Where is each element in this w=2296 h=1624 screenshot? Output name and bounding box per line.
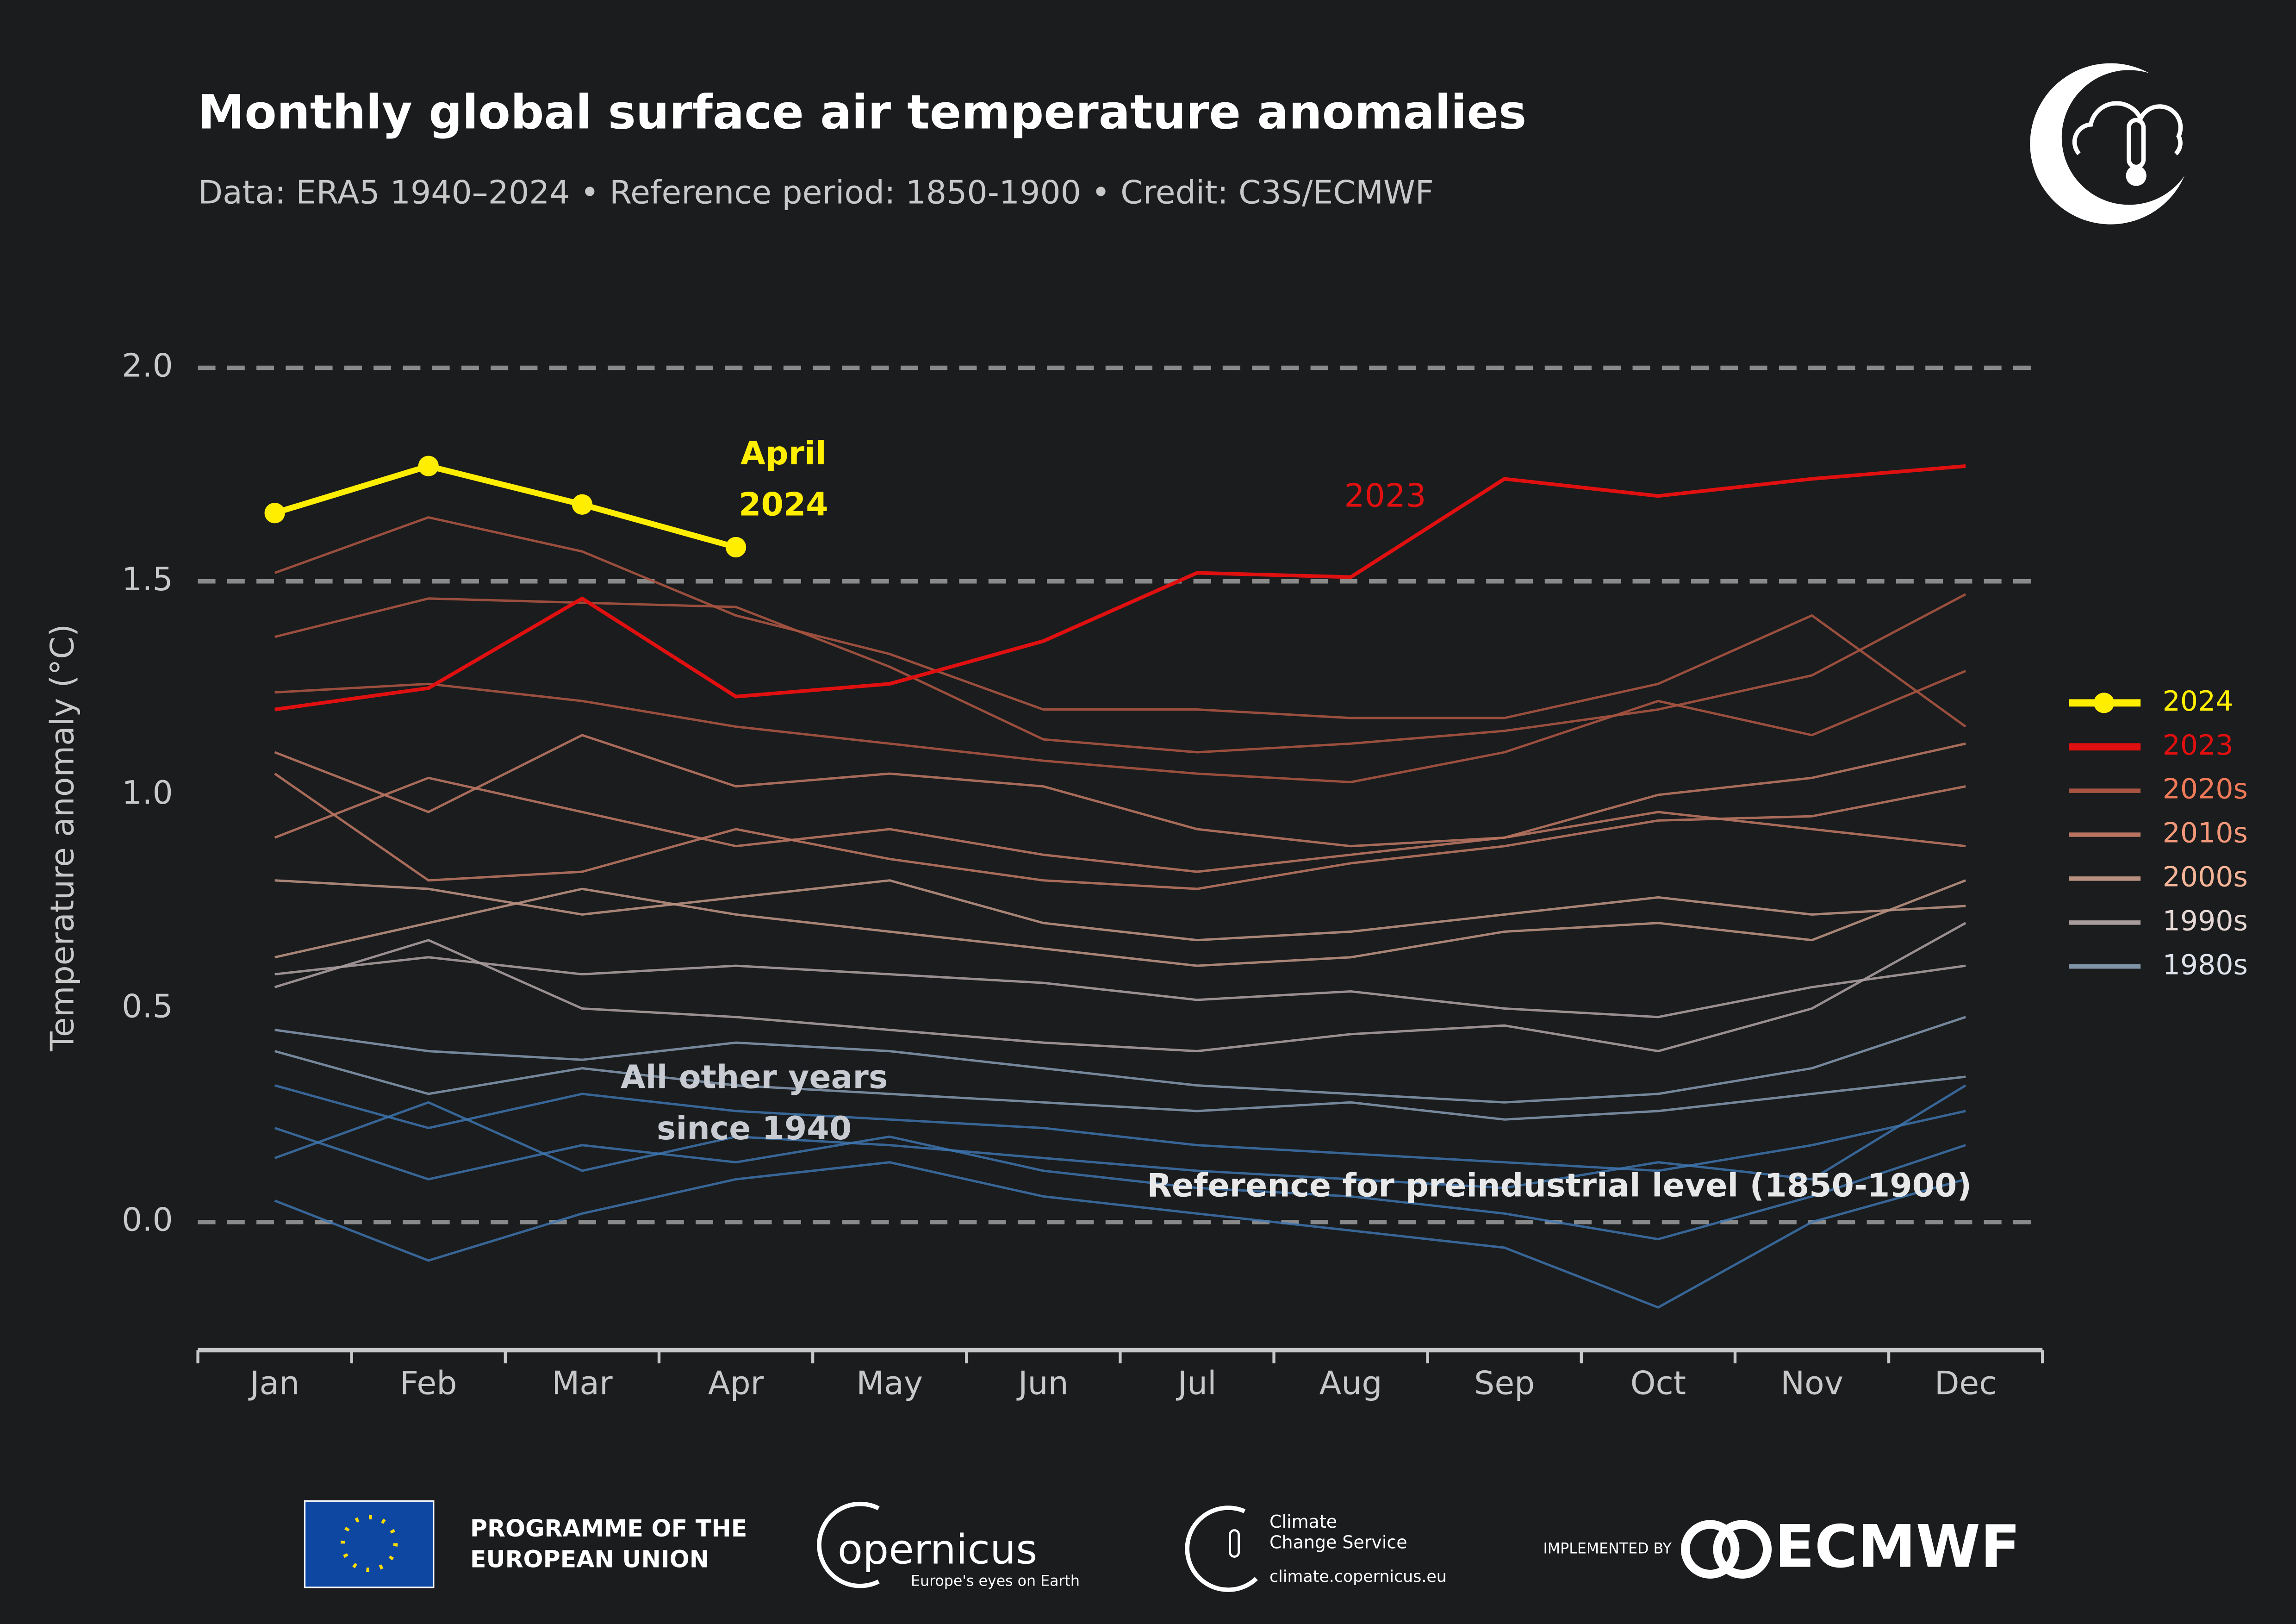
x-tick-label: Dec bbox=[1935, 1364, 1997, 1402]
series-line bbox=[274, 464, 1966, 712]
implemented-by: IMPLEMENTED BY bbox=[1543, 1541, 1672, 1557]
c3s-small-logo bbox=[1185, 1505, 1258, 1592]
decade-line bbox=[274, 593, 1966, 754]
copernicus-text: opernicus bbox=[838, 1525, 1037, 1573]
decade-line bbox=[274, 1050, 1966, 1121]
decade-line bbox=[274, 956, 1966, 1018]
x-tick-label: Aug bbox=[1319, 1364, 1382, 1402]
x-tick-label: Oct bbox=[1630, 1364, 1686, 1402]
c3s-thermo bbox=[1229, 1529, 1240, 1558]
y-tick-label: 0.0 bbox=[122, 1201, 173, 1239]
decade-line bbox=[274, 879, 1966, 942]
legend-label: 1990s bbox=[2163, 905, 2248, 937]
y-tick-label: 1.5 bbox=[122, 561, 173, 598]
legend-label: 2024 bbox=[2163, 685, 2234, 718]
annotation: since 1940 bbox=[657, 1110, 852, 1147]
legend-label: 2020s bbox=[2163, 773, 2248, 806]
ecmwf-mark bbox=[1713, 1520, 1772, 1579]
chart-title: Monthly global surface air temperature a… bbox=[198, 85, 1527, 140]
x-tick-label: Apr bbox=[708, 1364, 764, 1402]
c3s-logo bbox=[2030, 63, 2185, 225]
c3s-text: Climate bbox=[1269, 1512, 1337, 1532]
decade-line bbox=[274, 670, 1966, 784]
chart-subtitle: Data: ERA5 1940–2024 • Reference period:… bbox=[198, 174, 1434, 212]
series-marker bbox=[572, 494, 593, 515]
c3s-text: Change Service bbox=[1269, 1532, 1407, 1553]
decade-line bbox=[274, 922, 1966, 1053]
footer: PROGRAMME OF THE EUROPEAN UNION opernicu… bbox=[304, 1500, 2021, 1592]
other-year-line bbox=[274, 1084, 1966, 1172]
decade-line bbox=[274, 734, 1966, 848]
legend-label: 2010s bbox=[2163, 817, 2248, 849]
x-tick-label: Jul bbox=[1176, 1364, 1216, 1402]
eu-stars bbox=[340, 1515, 398, 1572]
annotation: Reference for preindustrial level (1850-… bbox=[1147, 1167, 1972, 1204]
annotation: April bbox=[740, 435, 827, 472]
x-tick-label: May bbox=[856, 1364, 923, 1402]
x-tick-label: Feb bbox=[400, 1364, 457, 1402]
ecmwf-text: ECMWF bbox=[1774, 1512, 2020, 1580]
c3s-url: climate.copernicus.eu bbox=[1269, 1568, 1447, 1586]
legend-label: 2023 bbox=[2163, 729, 2234, 762]
y-tick-label: 2.0 bbox=[122, 347, 173, 385]
legend-label: 2000s bbox=[2163, 861, 2248, 893]
other-year-line bbox=[274, 1084, 1966, 1189]
decade-line bbox=[274, 879, 1966, 967]
copernicus-c bbox=[817, 1501, 880, 1588]
y-tick-label: 0.5 bbox=[122, 987, 173, 1025]
y-tick-label: 1.0 bbox=[122, 774, 173, 812]
series-marker bbox=[725, 537, 747, 558]
other-year-line bbox=[274, 1161, 1966, 1309]
x-tick-label: Nov bbox=[1780, 1364, 1843, 1402]
eu-text: PROGRAMME OF THE bbox=[470, 1515, 747, 1542]
y-axis-label: Temperature anomaly (°C) bbox=[44, 624, 81, 1052]
x-tick-label: Jun bbox=[1016, 1364, 1069, 1402]
x-tick-label: Sep bbox=[1474, 1364, 1535, 1402]
x-tick-label: Jan bbox=[248, 1364, 299, 1402]
eu-text: EUROPEAN UNION bbox=[470, 1545, 709, 1573]
decade-line bbox=[274, 773, 1966, 890]
series-line bbox=[274, 463, 737, 550]
series-marker bbox=[264, 503, 285, 524]
x-tick-label: Mar bbox=[552, 1364, 613, 1402]
annotation: 2023 bbox=[1344, 477, 1426, 515]
eu-flag bbox=[304, 1500, 435, 1588]
legend-marker bbox=[2093, 693, 2115, 713]
decade-line bbox=[274, 1016, 1966, 1104]
copernicus-tagline: Europe's eyes on Earth bbox=[911, 1573, 1080, 1589]
decade-line bbox=[274, 776, 1966, 873]
decade-line bbox=[274, 516, 1966, 728]
series-marker bbox=[418, 456, 439, 476]
legend-label: 1980s bbox=[2163, 949, 2248, 981]
other-year-line bbox=[274, 1127, 1966, 1241]
ecmwf-mark bbox=[1680, 1520, 1740, 1579]
annotation: 2024 bbox=[739, 486, 828, 524]
annotation: All other years bbox=[621, 1058, 888, 1096]
